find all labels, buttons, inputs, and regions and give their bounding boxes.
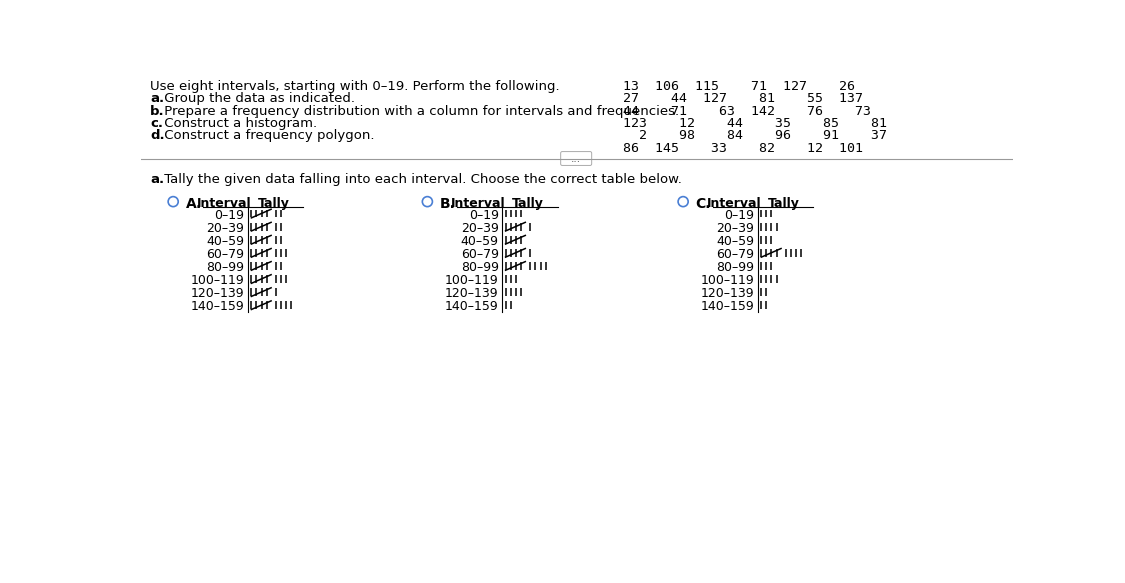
Text: 140–159: 140–159 [444,300,498,313]
Text: Tally: Tally [768,197,800,210]
Text: 80–99: 80–99 [717,261,755,274]
Text: a.: a. [150,92,164,106]
Text: 20–39: 20–39 [207,222,244,234]
Text: 80–99: 80–99 [207,261,244,274]
Text: a.: a. [150,173,164,186]
Text: Construct a histogram.: Construct a histogram. [160,117,317,130]
Text: 120–139: 120–139 [701,287,755,300]
Text: d.: d. [150,129,164,142]
Text: 100–119: 100–119 [701,274,755,287]
Text: Group the data as indicated.: Group the data as indicated. [160,92,356,106]
Text: B.: B. [440,197,456,211]
Text: Interval: Interval [197,197,252,210]
Text: 140–159: 140–159 [701,300,755,313]
Text: b.: b. [150,104,164,118]
Text: Interval: Interval [706,197,762,210]
Text: 86  145    33    82    12  101: 86 145 33 82 12 101 [622,142,863,154]
Text: 44    71    63  142    76    73: 44 71 63 142 76 73 [622,104,871,118]
Text: Tally: Tally [512,197,544,210]
Text: 27    44  127    81    55  137: 27 44 127 81 55 137 [622,92,863,106]
FancyBboxPatch shape [560,152,592,166]
Text: Use eight intervals, starting with 0–19. Perform the following.: Use eight intervals, starting with 0–19.… [150,80,559,93]
Text: Interval: Interval [451,197,506,210]
Text: 40–59: 40–59 [717,235,755,248]
Text: 120–139: 120–139 [191,287,244,300]
Text: 0–19: 0–19 [215,209,244,222]
Text: 13  106  115    71  127    26: 13 106 115 71 127 26 [622,80,855,93]
Text: 40–59: 40–59 [460,235,498,248]
Text: 123    12    44    35    85    81: 123 12 44 35 85 81 [622,117,886,130]
Text: 140–159: 140–159 [191,300,244,313]
Text: c.: c. [150,117,163,130]
Text: Tally the given data falling into each interval. Choose the correct table below.: Tally the given data falling into each i… [160,173,682,186]
Text: C.: C. [695,197,711,211]
Text: 80–99: 80–99 [460,261,498,274]
Text: 40–59: 40–59 [207,235,244,248]
Text: 100–119: 100–119 [191,274,244,287]
Text: 2    98    84    96    91    37: 2 98 84 96 91 37 [622,129,886,142]
Text: Construct a frequency polygon.: Construct a frequency polygon. [160,129,375,142]
Text: Tally: Tally [258,197,290,210]
Text: 0–19: 0–19 [724,209,755,222]
Text: ...: ... [572,153,582,163]
Text: 60–79: 60–79 [207,248,244,261]
Text: 120–139: 120–139 [446,287,498,300]
Text: 20–39: 20–39 [461,222,498,234]
Text: 60–79: 60–79 [717,248,755,261]
Text: Prepare a frequency distribution with a column for intervals and frequencies.: Prepare a frequency distribution with a … [160,104,680,118]
Text: 20–39: 20–39 [717,222,755,234]
Text: 100–119: 100–119 [444,274,498,287]
Text: 0–19: 0–19 [469,209,498,222]
Text: 60–79: 60–79 [460,248,498,261]
Text: A.: A. [186,197,201,211]
